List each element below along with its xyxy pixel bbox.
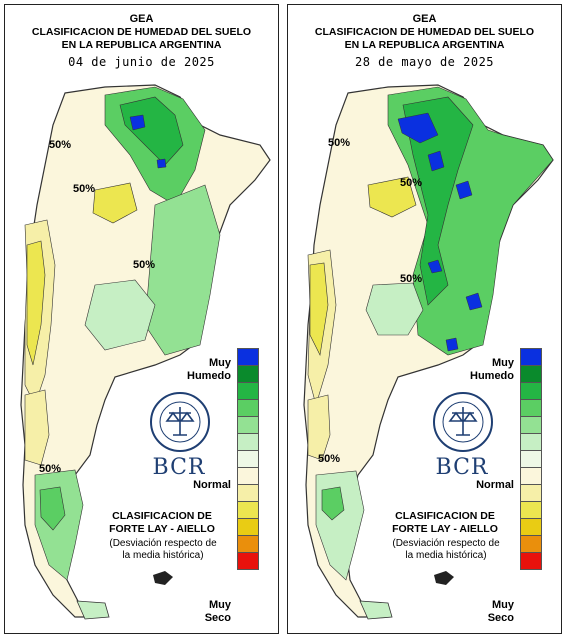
soil-moisture-map <box>20 84 271 620</box>
very-humid-east-region <box>402 96 474 306</box>
scale-swatch <box>237 365 259 383</box>
scale-swatch <box>237 484 259 502</box>
contour-label-4: 50% <box>318 453 341 465</box>
scale-swatch <box>520 450 542 468</box>
legend-muy-seco: Muy Seco <box>204 599 231 624</box>
scale-swatch <box>237 501 259 519</box>
scale-swatch <box>520 518 542 536</box>
title-line-2: EN LA REPUBLICA ARGENTINA <box>344 39 505 51</box>
scale-swatch <box>237 552 259 570</box>
scale-swatch <box>237 399 259 417</box>
scale-swatch <box>520 433 542 451</box>
humid-south-core <box>39 486 66 531</box>
date-label: 28 de mayo de 2025 <box>354 55 495 69</box>
scale-swatch <box>237 348 259 366</box>
classification-note: (Desviación respecto de la media históri… <box>109 538 217 561</box>
very-dry-west-region <box>309 262 329 356</box>
org-label: GEA <box>129 13 154 25</box>
scale-swatch <box>237 518 259 536</box>
contour-label-2: 50% <box>400 177 423 189</box>
scale-swatch <box>520 348 542 366</box>
color-scale <box>237 348 259 570</box>
scale-swatch <box>520 365 542 383</box>
humid-south-core <box>321 486 345 521</box>
bcr-seal-logo <box>433 392 493 452</box>
contour-label-3: 50% <box>133 259 156 271</box>
date-label: 04 de junio de 2025 <box>68 55 215 69</box>
bcr-seal-logo <box>150 392 210 452</box>
scale-swatch <box>237 382 259 400</box>
wettest-spot-5 <box>465 292 483 311</box>
legend-normal: Normal <box>476 479 514 491</box>
classification-note: (Desviación respecto de la media históri… <box>392 538 500 561</box>
legend-normal: Normal <box>193 479 231 491</box>
wettest-spot-2 <box>427 150 445 172</box>
title-line-1: CLASIFICACION DE HUMEDAD DEL SUELO <box>31 26 252 38</box>
scale-swatch <box>237 450 259 468</box>
map-panel-left: GEA CLASIFICACION DE HUMEDAD DEL SUELO E… <box>4 4 279 634</box>
contour-label-3: 50% <box>400 273 423 285</box>
scale-swatch <box>520 416 542 434</box>
humid-center-ring <box>365 282 424 336</box>
classification-title: CLASIFICACION DE FORTE LAY - AIELLO <box>109 510 215 535</box>
scale-swatch <box>520 484 542 502</box>
org-label: GEA <box>412 13 437 25</box>
wettest-spot-4 <box>427 259 443 274</box>
scale-swatch <box>237 416 259 434</box>
contour-label-2: 50% <box>73 183 96 195</box>
scale-swatch <box>237 467 259 485</box>
humid-east-region <box>144 184 221 356</box>
title-line-2: EN LA REPUBLICA ARGENTINA <box>61 39 222 51</box>
wettest-spot-2 <box>156 158 167 169</box>
bcr-logo-text: BCR <box>435 455 489 480</box>
dry-center-region <box>367 176 417 218</box>
malvinas-islands <box>153 571 173 585</box>
dry-south-region <box>24 389 50 466</box>
scale-swatch <box>520 552 542 570</box>
tierra-del-fuego <box>76 600 110 620</box>
title-line-1: CLASIFICACION DE HUMEDAD DEL SUELO <box>314 26 535 38</box>
scale-swatch <box>520 382 542 400</box>
legend-muy-humedo: Muy Humedo <box>470 357 514 382</box>
classification-title: CLASIFICACION DE FORTE LAY - AIELLO <box>392 510 498 535</box>
scale-swatch <box>520 399 542 417</box>
tierra-del-fuego <box>359 600 393 620</box>
wettest-spot-6 <box>445 337 459 352</box>
very-dry-west-region <box>26 240 46 366</box>
malvinas-islands <box>434 571 454 585</box>
dry-south-region <box>307 394 331 461</box>
wettest-spot-1 <box>129 114 146 131</box>
color-scale <box>520 348 542 570</box>
legend-muy-seco: Muy Seco <box>487 599 514 624</box>
soil-moisture-map <box>303 84 554 620</box>
wettest-spot-3 <box>455 180 473 200</box>
map-panel-right: GEA CLASIFICACION DE HUMEDAD DEL SUELO E… <box>287 4 562 634</box>
dry-center-region <box>92 182 138 224</box>
wettest-spot-1 <box>397 112 439 144</box>
humid-center-ring <box>84 279 156 351</box>
contour-label-1: 50% <box>49 139 72 151</box>
bcr-logo-text: BCR <box>152 455 206 480</box>
scale-swatch <box>237 433 259 451</box>
very-humid-northeast-region <box>119 96 184 166</box>
legend-muy-humedo: Muy Humedo <box>187 357 231 382</box>
scale-swatch <box>520 501 542 519</box>
contour-label-4: 50% <box>39 463 62 475</box>
scale-swatch <box>520 467 542 485</box>
contour-label-1: 50% <box>328 137 351 149</box>
